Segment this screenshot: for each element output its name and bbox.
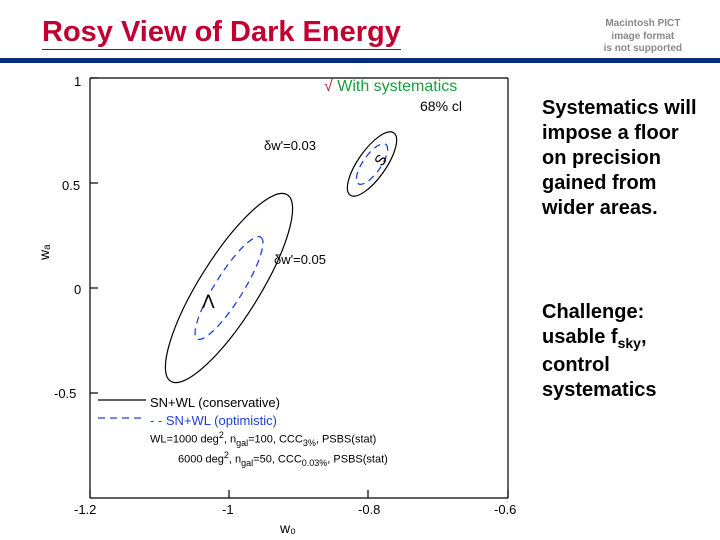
annot-dw1: δw'=0.03 [264, 138, 316, 153]
pict-placeholder: Macintosh PICT image format is not suppo… [604, 18, 682, 56]
ytick-n05: -0.5 [54, 386, 76, 401]
annot-lambda: Λ [202, 292, 215, 314]
check-glyph: √ [324, 78, 333, 95]
systematics-label: With systematics [337, 78, 457, 95]
legend-line3: WL=1000 deg2, ngal=100, CCC3%, PSBS(stat… [150, 429, 388, 449]
y-axis-label: wₐ [36, 245, 52, 260]
xtick-06: -0.6 [494, 502, 516, 517]
legend: SN+WL (conservative) - - SN+WL (optimist… [150, 394, 388, 469]
legend-line2: - - SN+WL (optimistic) [150, 412, 388, 430]
ytick-0: 0 [74, 282, 81, 297]
xtick-08: -0.8 [358, 502, 380, 517]
page-title: Rosy View of Dark Energy [42, 16, 401, 50]
side2-sub: sky [618, 335, 641, 351]
ytick-1: 1 [74, 74, 81, 89]
x-axis-label: w₀ [280, 520, 296, 536]
xtick-12: -1.2 [74, 502, 96, 517]
check-mark: √ With systematics [324, 78, 457, 96]
annot-dw2: δw'=0.05 [274, 252, 326, 267]
pict-line1: Macintosh PICT [604, 18, 682, 31]
cl-label: 68% cl [420, 98, 462, 114]
ytick-05: 0.5 [62, 178, 80, 193]
title-rule [0, 58, 720, 63]
legend-line4: 6000 deg2, ngal=50, CCC0.03%, PSBS(stat) [150, 449, 388, 469]
sidebar-para-1: Systematics will impose a floor on preci… [542, 96, 702, 221]
pict-line2: image format [604, 31, 682, 44]
legend-line1: SN+WL (conservative) [150, 394, 388, 412]
pict-line3: is not supported [604, 43, 682, 56]
sidebar-para-2: Challenge: usable fsky, control systemat… [542, 300, 702, 403]
xtick-10: -1 [222, 502, 234, 517]
